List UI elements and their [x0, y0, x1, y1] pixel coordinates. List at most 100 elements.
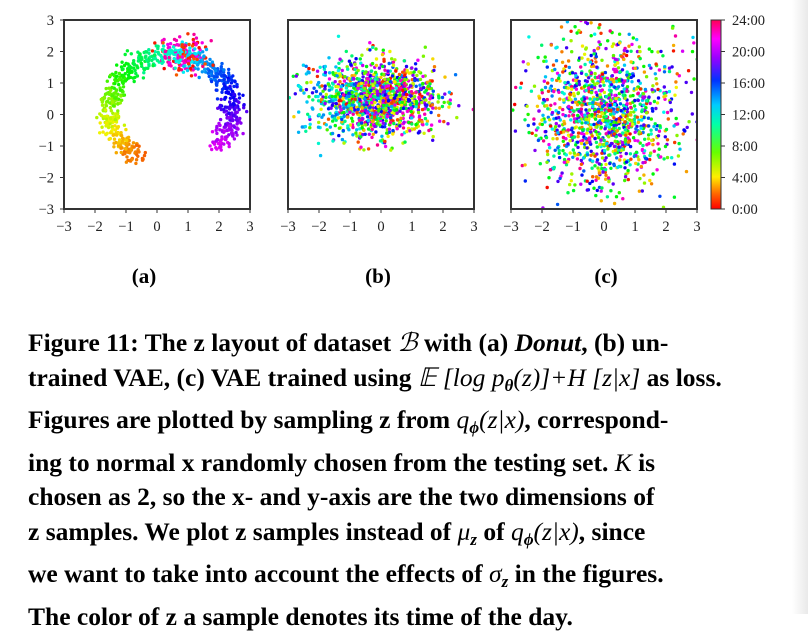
scatter-point — [104, 108, 107, 111]
scatter-point — [658, 148, 661, 151]
scatter-point — [409, 103, 412, 106]
scatter-point — [662, 157, 665, 160]
scatter-point — [437, 114, 440, 117]
scatter-point — [623, 166, 626, 169]
scatter-point — [320, 98, 323, 101]
scatter-point — [633, 155, 636, 158]
scatter-point — [196, 63, 199, 66]
scatter-point — [329, 125, 332, 128]
scatter-point — [638, 130, 641, 133]
scatter-point — [575, 31, 578, 34]
scatter-point — [136, 66, 139, 69]
scatter-point — [552, 154, 555, 157]
scatter-point — [608, 93, 611, 96]
scatter-point — [136, 155, 139, 158]
scatter-point — [196, 58, 199, 61]
scatter-point — [217, 122, 220, 125]
scatter-point — [671, 26, 674, 29]
scatter-point — [554, 149, 557, 152]
scatter-point — [381, 53, 384, 56]
scatter-point — [495, 155, 498, 158]
scatter-point — [659, 50, 662, 53]
scatter-point — [533, 85, 536, 88]
scatter-point — [373, 125, 376, 128]
scatter-point — [351, 95, 354, 98]
scatter-point — [536, 105, 539, 108]
scatter-point — [382, 90, 385, 93]
scatter-point — [584, 121, 587, 124]
scatter-point — [625, 90, 628, 93]
scatter-point — [657, 134, 660, 137]
scatter-point — [201, 65, 204, 68]
scatter-point — [283, 97, 286, 100]
scatter-point — [420, 120, 423, 123]
scatter-point — [364, 123, 367, 126]
scatter-point — [637, 10, 640, 13]
scatter-point — [576, 114, 579, 117]
scatter-point — [664, 145, 667, 148]
y-tick-label: 1 — [47, 76, 54, 92]
scatter-point — [432, 135, 435, 138]
scatter-point — [541, 123, 544, 126]
scatter-point — [347, 95, 350, 98]
scatter-point — [623, 87, 626, 90]
x-tick-label: −2 — [311, 219, 326, 235]
scatter-point — [175, 73, 178, 76]
scatter-point — [101, 130, 104, 133]
scatter-point — [201, 70, 204, 73]
scatter-point — [106, 100, 109, 103]
scatter-point — [600, 138, 603, 141]
scatter-point — [631, 94, 634, 97]
scatter-point — [421, 75, 424, 78]
scatter-point — [639, 103, 642, 106]
scatter-point — [549, 104, 552, 107]
scatter-point — [588, 182, 591, 185]
scatter-point — [401, 89, 404, 92]
scatter-point — [356, 87, 359, 90]
scatter-point — [623, 107, 626, 110]
scatter-point — [392, 122, 395, 125]
scatter-point — [352, 77, 355, 80]
scatter-point — [123, 124, 126, 127]
x-tick-label: −3 — [503, 219, 518, 235]
scatter-point — [629, 60, 632, 63]
caption-text: we want to take into account the effects… — [28, 559, 489, 588]
scatter-point — [156, 59, 159, 62]
scatter-point — [351, 133, 354, 136]
scatter-point — [343, 120, 346, 123]
scatter-point — [187, 43, 190, 46]
scatter-point — [361, 75, 364, 78]
scatter-point — [608, 162, 611, 165]
scatter-point — [682, 128, 685, 131]
scatter-point — [323, 102, 326, 105]
caption-line: The color of z a sample denotes its time… — [28, 600, 788, 634]
scatter-point — [614, 149, 617, 152]
scatter-point — [360, 54, 363, 57]
scatter-point — [115, 151, 118, 154]
scatter-point — [612, 127, 615, 130]
scatter-point — [319, 108, 322, 111]
scatter-point — [653, 100, 656, 103]
scatter-point — [163, 67, 166, 70]
scatter-point — [545, 104, 548, 107]
scatter-point — [650, 117, 653, 120]
scatter-point — [302, 91, 305, 94]
scatter-point — [583, 114, 586, 117]
caption-math: ℬ — [398, 328, 418, 357]
scatter-point — [570, 88, 573, 91]
scatter-point — [577, 91, 580, 94]
scatter-point — [370, 69, 373, 72]
scatter-point — [370, 136, 373, 139]
scatter-point — [187, 53, 190, 56]
scatter-point — [625, 73, 628, 76]
scatter-point — [358, 98, 361, 101]
scatter-point — [415, 85, 418, 88]
scatter-point — [548, 146, 551, 149]
scatter-point — [558, 124, 561, 127]
scatter-point — [604, 163, 607, 166]
scatter-point — [654, 72, 657, 75]
scatter-point — [311, 91, 314, 94]
scatter-point — [561, 113, 564, 116]
scatter-point — [105, 104, 108, 107]
scatter-point — [320, 84, 323, 87]
